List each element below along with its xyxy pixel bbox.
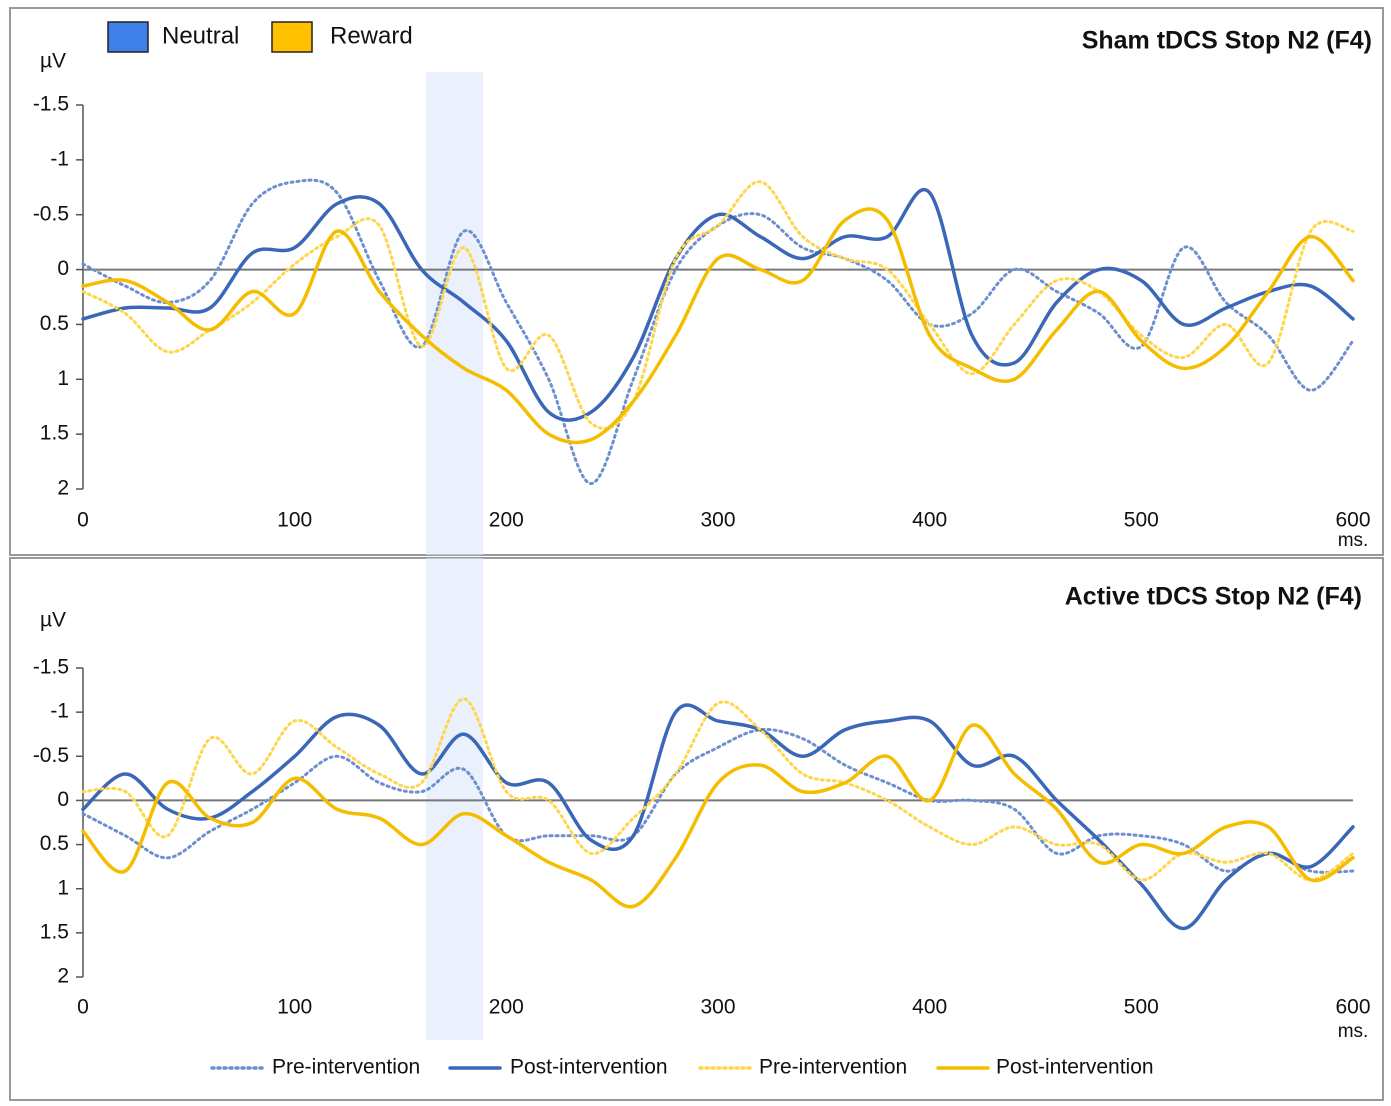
legend-label: Post-intervention [996, 1056, 1154, 1079]
chart-title: Sham tDCS Stop N2 (F4) [1082, 27, 1372, 55]
series-line [81, 188, 1355, 422]
x-tick-label: 200 [489, 509, 524, 532]
y-tick-label: -1.5 [33, 656, 69, 679]
x-tick-label: 100 [277, 509, 312, 532]
y-tick-label: 0.5 [40, 312, 69, 335]
highlight-window [425, 72, 484, 555]
y-tick-label: 2 [57, 965, 69, 988]
x-axis-label: ms. [1338, 530, 1369, 551]
panel-frame [9, 557, 1384, 1101]
highlight-window [425, 558, 484, 1040]
y-tick-label: 0.5 [40, 832, 69, 855]
legend-label: Post-intervention [510, 1056, 668, 1079]
x-tick-label: 400 [912, 996, 947, 1019]
x-tick-label: 400 [912, 509, 947, 532]
x-tick-label: 500 [1124, 996, 1159, 1019]
y-tick-label: 0 [57, 788, 69, 811]
series-line [81, 728, 1355, 874]
y-tick-label: 2 [57, 477, 69, 500]
legend-swatch [107, 21, 149, 53]
y-tick-label: 1.5 [40, 920, 69, 943]
legend-swatch [271, 21, 313, 53]
x-tick-label: 0 [77, 996, 89, 1019]
y-tick-label: 0 [57, 257, 69, 280]
y-tick-label: -1 [50, 147, 69, 170]
series-line [81, 723, 1355, 909]
x-tick-label: 200 [489, 996, 524, 1019]
series-line [81, 697, 1355, 882]
x-tick-label: 600 [1335, 996, 1370, 1019]
x-tick-label: 600 [1335, 509, 1370, 532]
y-tick-label: -1.5 [33, 93, 69, 116]
x-tick-label: 100 [277, 996, 312, 1019]
legend-label: Pre-intervention [272, 1056, 420, 1079]
y-tick-label: 1.5 [40, 422, 69, 445]
x-tick-label: 0 [77, 509, 89, 532]
y-tick-label: 1 [57, 876, 69, 899]
y-axis-label: µV [40, 50, 66, 73]
legend-label: Reward [330, 22, 413, 49]
y-tick-label: -0.5 [33, 744, 69, 767]
series-line [81, 178, 1355, 486]
x-tick-label: 300 [700, 996, 735, 1019]
series-line [81, 207, 1355, 445]
y-axis-label: µV [40, 609, 66, 632]
y-tick-label: -1 [50, 700, 69, 723]
series-line [81, 180, 1355, 430]
y-tick-label: 1 [57, 367, 69, 390]
y-tick-label: -0.5 [33, 202, 69, 225]
legend-label: Neutral [162, 22, 239, 49]
x-axis-label: ms. [1338, 1021, 1369, 1042]
series-line [81, 703, 1355, 931]
panel-frame [9, 7, 1384, 556]
x-tick-label: 500 [1124, 509, 1159, 532]
chart-title: Active tDCS Stop N2 (F4) [1065, 583, 1362, 611]
x-tick-label: 300 [700, 509, 735, 532]
legend-label: Pre-intervention [759, 1056, 907, 1079]
